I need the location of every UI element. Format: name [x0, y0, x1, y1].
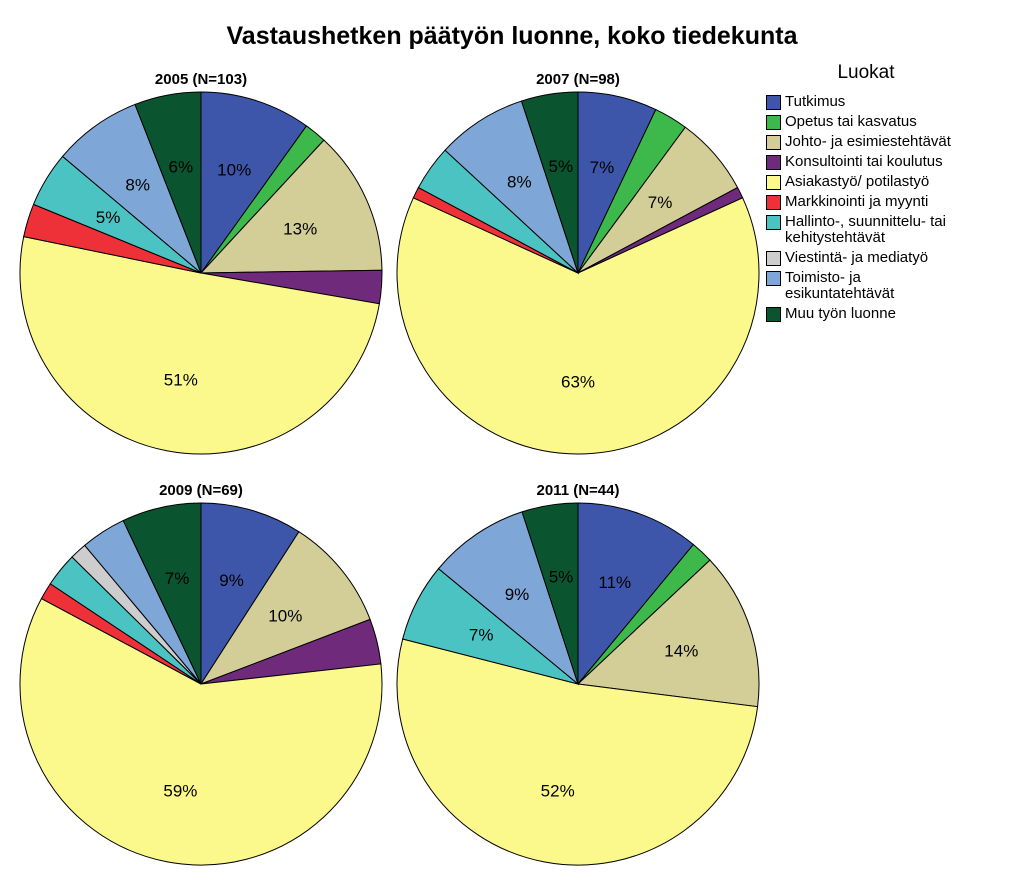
pie-slice	[122, 502, 202, 685]
pie-slice	[134, 91, 202, 274]
pie-slice	[199, 531, 371, 686]
pie-title: 2005 (N=103)	[155, 71, 247, 88]
legend-title: Luokat	[837, 62, 895, 83]
legend-swatch	[766, 251, 781, 266]
legend-swatch	[766, 307, 781, 322]
legend-swatch	[766, 271, 781, 286]
legend-label: Viestintä- ja mediatyö	[785, 249, 929, 266]
legend-swatch	[766, 135, 781, 150]
slice-label: 5%	[549, 568, 574, 587]
legend-item: Muu työn luonne	[766, 306, 1016, 322]
slice-label: 5%	[96, 208, 121, 227]
pie-slice	[61, 103, 202, 274]
slice-label: 14%	[664, 641, 698, 660]
slice-label: 6%	[169, 157, 194, 176]
slice-label: 10%	[268, 607, 302, 626]
pie-title: 2009 (N=69)	[159, 482, 243, 499]
legend-swatch	[766, 195, 781, 210]
slice-label: 7%	[590, 158, 615, 177]
slice-label: 5%	[549, 157, 574, 176]
pie-slice	[199, 139, 383, 274]
pie-slice	[200, 91, 308, 275]
pie-slice	[520, 91, 579, 274]
pie-title: 2007 (N=98)	[536, 71, 620, 88]
legend-label: Hallinto-, suunnittelu- tai kehitystehtä…	[785, 213, 946, 246]
slice-label: 8%	[507, 173, 532, 192]
legend-label: Asiakastyö/ potilastyö	[785, 173, 930, 190]
pie-slice	[444, 100, 580, 275]
slice-label: 63%	[561, 373, 595, 392]
legend-swatch	[766, 175, 781, 190]
pie-slice	[577, 502, 695, 686]
legend-item: Toimisto- ja esikuntatehtävät	[766, 270, 1016, 302]
legend-label: Tutkimus	[785, 93, 846, 110]
pie-slice	[200, 502, 300, 686]
pie-title: 2011 (N=44)	[537, 482, 620, 499]
legend-item: Markkinointi ja myynti	[766, 194, 1016, 210]
chart-title: Vastaushetken päätyön luonne, koko tiede…	[226, 22, 798, 50]
slice-label: 8%	[125, 176, 150, 195]
slice-label: 10%	[217, 161, 251, 180]
legend-item: Konsultointi tai koulutus	[766, 154, 1016, 170]
slice-label: 9%	[219, 571, 244, 590]
legend-item: Asiakastyö/ potilastyö	[766, 174, 1016, 190]
legend-item: Hallinto-, suunnittelu- tai kehitystehtä…	[766, 214, 1016, 246]
legend: Luokat Tutkimus Opetus tai kasvatus Johto-…	[766, 62, 1016, 326]
pie-slice	[396, 197, 760, 455]
pie-slice	[576, 559, 760, 708]
slice-label: 7%	[648, 193, 673, 212]
pie-slice	[19, 236, 380, 455]
legend-label: Konsultointi tai koulutus	[785, 153, 943, 170]
pie-slice	[521, 502, 579, 685]
legend-swatch	[766, 215, 781, 230]
slice-label: 51%	[164, 371, 198, 390]
legend-label: Toimisto- ja esikuntatehtävät	[785, 269, 895, 302]
legend-label: Johto- ja esimiestehtävät	[785, 133, 951, 150]
legend-item: Viestintä- ja mediatyö	[766, 250, 1016, 266]
legend-label: Opetus tai kasvatus	[785, 113, 917, 130]
legend-item: Opetus tai kasvatus	[766, 114, 1016, 130]
legend-item: Johto- ja esimiestehtävät	[766, 134, 1016, 150]
slice-label: 13%	[283, 220, 317, 239]
legend-swatch	[766, 155, 781, 170]
legend-item: Tutkimus	[766, 94, 1016, 110]
slice-label: 7%	[165, 569, 190, 588]
slice-label: 59%	[163, 782, 197, 801]
legend-swatch	[766, 115, 781, 130]
legend-swatch	[766, 95, 781, 110]
pie-slice	[19, 597, 383, 866]
slice-label: 52%	[541, 782, 575, 801]
slice-label: 9%	[505, 585, 530, 604]
slice-label: 7%	[469, 626, 494, 645]
legend-label: Muu työn luonne	[785, 305, 896, 322]
legend-label: Markkinointi ja myynti	[785, 193, 929, 210]
pie-slice	[437, 511, 580, 686]
pie-slice	[396, 638, 759, 866]
slice-label: 11%	[598, 573, 631, 592]
